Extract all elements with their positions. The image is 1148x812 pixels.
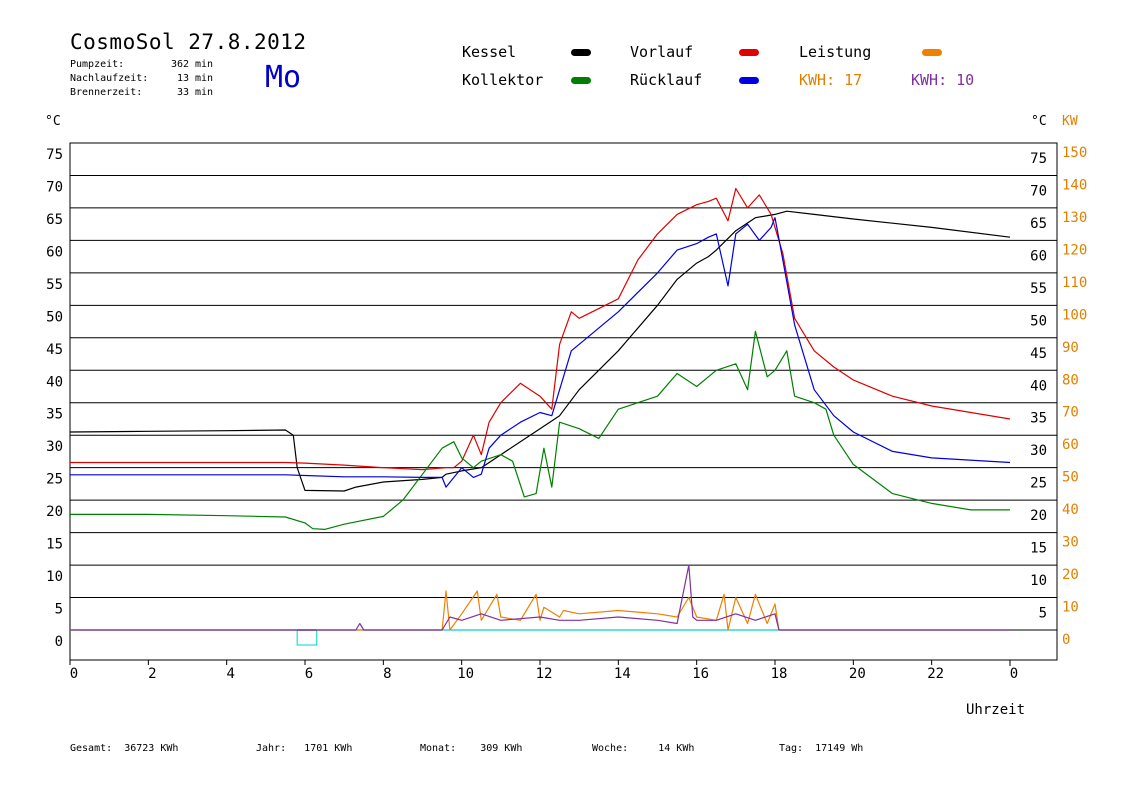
y-tick-label-right: 25 xyxy=(1030,476,1047,492)
kw-tick-label: 80 xyxy=(1062,372,1079,388)
y-tick-label-left: 25 xyxy=(46,472,63,488)
x-tick-label: 2 xyxy=(148,666,156,682)
y-tick-label-right: 35 xyxy=(1030,411,1047,427)
kwh-purple: KWH: 10 xyxy=(911,71,975,89)
stat-row: Brennerzeit: 33 min xyxy=(70,87,214,98)
x-tick-label: 0 xyxy=(70,666,78,682)
legend-leistung: Leistung xyxy=(799,43,872,61)
kw-unit-label: KW xyxy=(1062,114,1078,129)
y-tick-label-right: 75 xyxy=(1030,151,1047,167)
y-tick-label-left: 75 xyxy=(46,147,63,163)
y-tick-label-left: 70 xyxy=(46,179,63,195)
stat-row: Nachlaufzeit: 13 min xyxy=(70,73,214,84)
y-tick-label-right: 5 xyxy=(1039,606,1047,622)
footer-week: Woche: 14 KWh xyxy=(592,743,695,754)
legend-swatch-ruecklauf xyxy=(739,77,759,84)
legend-ruecklauf: Rücklauf xyxy=(630,71,703,89)
y-tick-label-right: 70 xyxy=(1030,183,1047,199)
footer-total: Gesamt: 36723 KWh xyxy=(70,743,179,754)
x-tick-label: 16 xyxy=(692,666,709,682)
y-tick-label-right: 45 xyxy=(1030,346,1047,362)
y-tick-label-right: 10 xyxy=(1030,573,1047,589)
y-tick-label-right: 20 xyxy=(1030,508,1047,524)
x-tick-label: 22 xyxy=(927,666,944,682)
y-tick-label-left: 55 xyxy=(46,277,63,293)
kw-tick-label: 10 xyxy=(1062,600,1079,616)
legend-swatch-kollektor xyxy=(571,77,591,84)
footer-day: Tag: 17149 Wh xyxy=(779,743,864,754)
y-tick-label-right: 30 xyxy=(1030,443,1047,459)
footer-year: Jahr: 1701 KWh xyxy=(256,743,353,754)
y-tick-label-left: 15 xyxy=(46,537,63,553)
kw-tick-label: 90 xyxy=(1062,340,1079,356)
weekday-label: Mo xyxy=(265,60,302,95)
kw-tick-label: 50 xyxy=(1062,470,1079,486)
kw-tick-label: 60 xyxy=(1062,437,1079,453)
y-tick-label-right: 50 xyxy=(1030,313,1047,329)
kwh-orange: KWH: 17 xyxy=(799,71,863,89)
legend-swatch-kessel xyxy=(571,49,591,56)
legend-vorlauf: Vorlauf xyxy=(630,43,694,61)
kw-tick-label: 30 xyxy=(1062,535,1079,551)
kw-tick-label: 130 xyxy=(1062,210,1087,226)
series-line-kessel xyxy=(69,210,1011,492)
x-tick-label: 4 xyxy=(226,666,234,682)
stat-row: Pumpzeit: 362 min xyxy=(70,59,214,70)
y-tick-label-right: 60 xyxy=(1030,248,1047,264)
x-tick-label: 8 xyxy=(383,666,391,682)
y-tick-label-left: 60 xyxy=(46,244,63,260)
y-tick-label-left: 5 xyxy=(55,602,63,618)
y-tick-label-right: 15 xyxy=(1030,541,1047,557)
series-line-vorlauf xyxy=(70,187,1011,471)
chart-title: CosmoSol 27.8.2012 xyxy=(70,30,307,54)
x-tick-label: 12 xyxy=(536,666,553,682)
x-tick-label: 10 xyxy=(457,666,474,682)
kw-tick-label: 110 xyxy=(1062,275,1087,291)
y-tick-label-right: 65 xyxy=(1030,216,1047,232)
legend-kessel: Kessel xyxy=(462,43,517,61)
x-tick-label: 18 xyxy=(771,666,788,682)
x-tick-label: 6 xyxy=(305,666,313,682)
y-tick-label-left: 0 xyxy=(55,634,63,650)
series-line-leistung xyxy=(70,590,1010,631)
series-line-leistung2 xyxy=(70,564,1010,631)
kw-tick-label: 0 xyxy=(1062,632,1070,648)
y-tick-label-left: 45 xyxy=(46,342,63,358)
kw-tick-label: 140 xyxy=(1062,177,1087,193)
y-tick-label-right: 55 xyxy=(1030,281,1047,297)
y-tick-label-left: 50 xyxy=(46,309,63,325)
y-tick-label-right: 40 xyxy=(1030,378,1047,394)
x-tick-label: 20 xyxy=(849,666,866,682)
kw-tick-label: 120 xyxy=(1062,242,1087,258)
y-tick-label-left: 65 xyxy=(46,212,63,228)
runtime-stats: Pumpzeit: 362 min Nachlaufzeit: 13 min Brenn… xyxy=(70,58,213,100)
series-line-kollektor xyxy=(70,330,1010,530)
y-tick-label-left: 35 xyxy=(46,407,63,423)
y-unit-right: °C xyxy=(1031,114,1047,129)
legend-swatch-leistung xyxy=(922,49,942,56)
y-tick-label-left: 30 xyxy=(46,439,63,455)
y-tick-label-left: 40 xyxy=(46,374,63,390)
plot-frame xyxy=(69,142,1058,661)
footer-month: Monat: 309 KWh xyxy=(420,743,523,754)
kw-tick-label: 70 xyxy=(1062,405,1079,421)
kw-tick-label: 20 xyxy=(1062,567,1079,583)
legend-kollektor: Kollektor xyxy=(462,71,544,89)
series-line-rücklauf xyxy=(70,217,1011,488)
pump-marker xyxy=(296,629,318,646)
y-tick-label-left: 20 xyxy=(46,504,63,520)
kw-tick-label: 150 xyxy=(1062,145,1087,161)
x-axis-label: Uhrzeit xyxy=(966,702,1026,718)
legend-swatch-vorlauf xyxy=(739,49,759,56)
x-tick-label: 14 xyxy=(614,666,631,682)
kw-tick-label: 40 xyxy=(1062,502,1079,518)
y-unit-left: °C xyxy=(45,114,61,129)
kw-tick-label: 100 xyxy=(1062,307,1087,323)
y-tick-label-left: 10 xyxy=(46,569,63,585)
x-tick-label: 0 xyxy=(1010,666,1018,682)
